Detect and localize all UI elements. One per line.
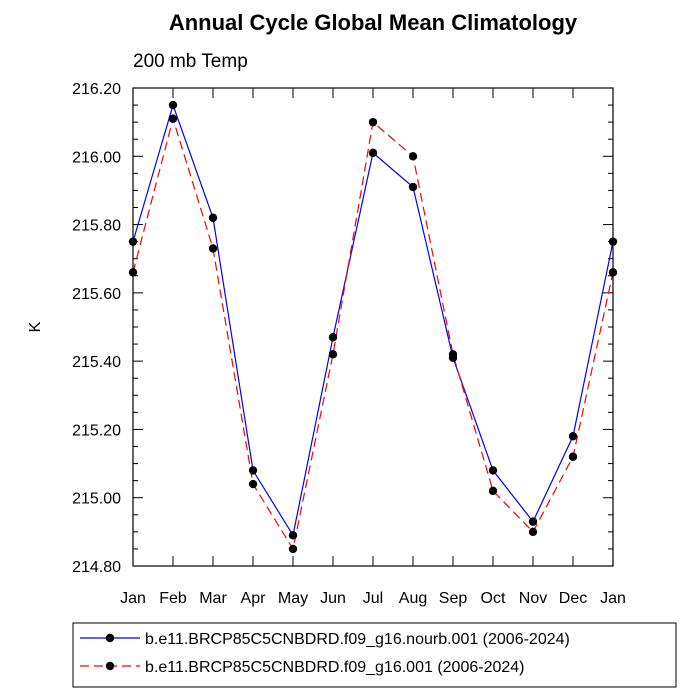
data-point [568,452,578,461]
legend-marker-1 [105,633,115,643]
x-tick-label: May [278,590,308,607]
series-markers [128,100,618,554]
legend: b.e11.BRCP85C5CNBDRD.f09_g16.nourb.001 (… [72,622,677,688]
y-tick-label: 215.20 [72,422,121,439]
data-point [368,148,378,158]
data-point [488,466,498,475]
y-tick-labels: 214.80 215.00 215.20 215.40 215.60 215.80 216.… [72,81,121,576]
data-point [288,544,298,554]
legend-marker-2 [105,661,115,671]
x-tick-label: Aug [399,590,427,607]
y-tick-label: 215.80 [72,218,121,235]
x-tick-label: Jun [320,590,346,607]
data-point [328,333,338,342]
data-point [208,213,218,222]
series-line-2 [132,116,614,551]
data-point [528,527,538,537]
x-tick-label: Apr [241,590,267,607]
x-tick-label: Oct [481,590,506,607]
data-point [368,117,378,127]
data-point [448,350,458,359]
x-tick-label: Sep [439,590,468,607]
data-point [408,182,418,192]
data-point [248,466,258,475]
chart-subtitle: 200 mb Temp [133,51,248,72]
data-point [208,244,218,253]
axis-ticks [132,87,614,567]
chart-title: Annual Cycle Global Mean Climatology [169,10,578,35]
x-tick-label: Jan [120,590,146,607]
x-tick-label: Jan [600,590,626,607]
y-tick-label: 215.00 [72,491,121,508]
y-tick-label: 214.80 [72,559,121,576]
series-line-1 [132,103,614,537]
plot-frame [132,87,614,567]
data-point [328,350,338,359]
data-point [168,114,178,123]
x-tick-label: Mar [199,590,227,607]
x-tick-label: Dec [559,590,587,607]
x-tick-labels: Jan Feb Mar Apr May Jun Jul Aug Sep Oct Nov Dec Jan [120,590,626,607]
legend-label-1: b.e11.BRCP85C5CNBDRD.f09_g16.nourb.001 (… [145,631,570,648]
data-point [488,486,498,496]
y-tick-label: 216.00 [72,149,121,166]
y-tick-label: 215.60 [72,286,121,303]
y-axis-label: K [27,321,44,332]
x-tick-label: Nov [519,590,547,607]
legend-box [72,622,677,688]
y-tick-label: 216.20 [72,81,121,98]
legend-label-2: b.e11.BRCP85C5CNBDRD.f09_g16.001 (2006-2… [145,659,524,676]
data-point [168,100,178,110]
data-point [288,531,298,540]
data-point [248,479,258,489]
x-tick-label: Jul [363,590,383,607]
y-tick-label: 215.40 [72,354,121,371]
data-point [408,152,418,161]
data-point [528,517,538,526]
series-lines [132,103,614,551]
x-tick-label: Feb [159,590,187,607]
data-point [568,432,578,441]
